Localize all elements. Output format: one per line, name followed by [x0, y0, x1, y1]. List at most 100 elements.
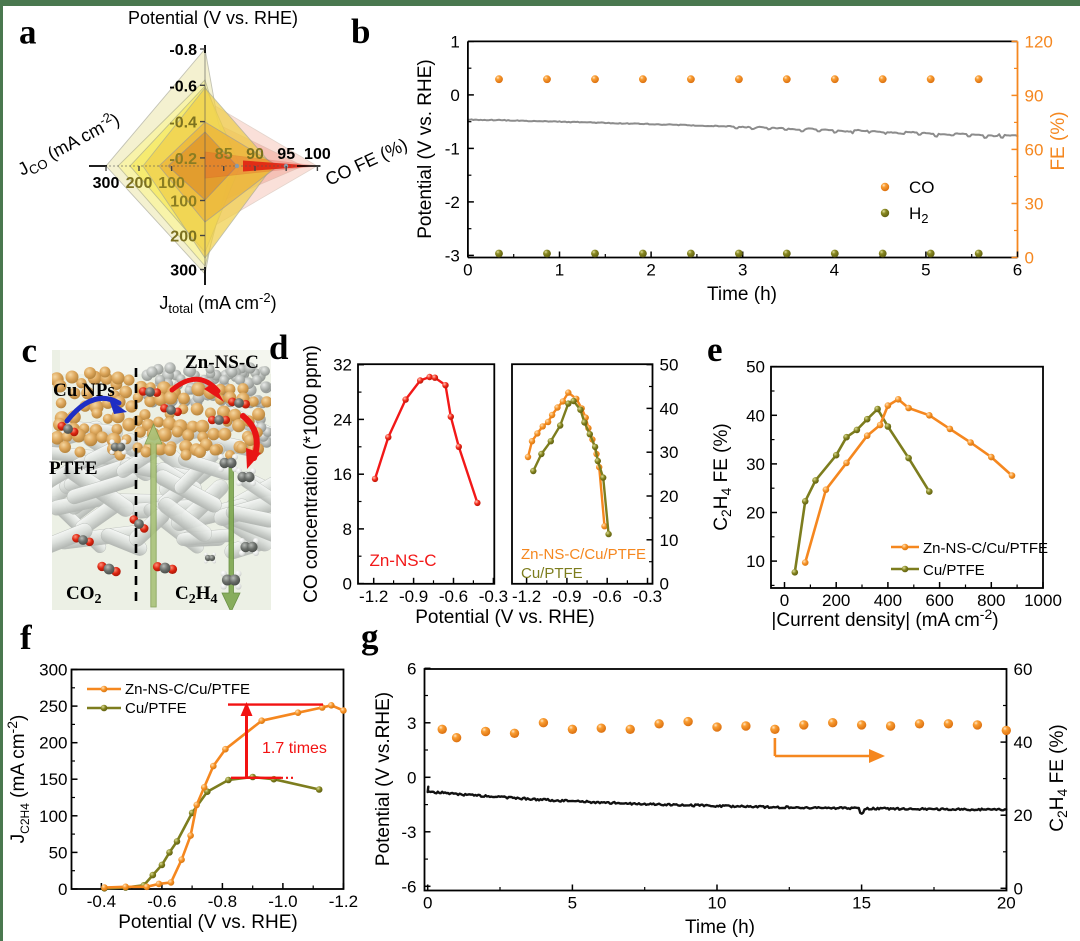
- svg-text:200: 200: [39, 734, 67, 753]
- svg-text:Potential (V vs. RHE): Potential (V vs. RHE): [415, 607, 595, 628]
- svg-text:Potential (V vs. RHE): Potential (V vs. RHE): [415, 59, 436, 239]
- svg-text:32: 32: [333, 356, 352, 375]
- svg-text:250: 250: [39, 697, 67, 716]
- svg-text:0: 0: [780, 591, 789, 610]
- svg-text:10: 10: [660, 531, 679, 550]
- svg-text:20: 20: [660, 487, 679, 506]
- svg-text:4: 4: [830, 261, 839, 280]
- svg-text:400: 400: [874, 591, 902, 610]
- svg-text:3: 3: [407, 714, 416, 733]
- svg-text:1.7 times: 1.7 times: [262, 740, 327, 757]
- svg-text:Jtotal (mA cm-2): Jtotal (mA cm-2): [159, 290, 276, 316]
- svg-text:1: 1: [555, 261, 564, 280]
- svg-text:0: 0: [58, 880, 67, 899]
- svg-text:g: g: [361, 617, 379, 656]
- svg-text:30: 30: [660, 443, 679, 462]
- svg-text:Cu NPs: Cu NPs: [53, 380, 115, 401]
- svg-text:10: 10: [746, 552, 765, 571]
- svg-text:PTFE: PTFE: [49, 458, 98, 479]
- svg-text:90: 90: [246, 146, 264, 163]
- svg-text:Zn-NS-C: Zn-NS-C: [369, 551, 436, 570]
- svg-text:50: 50: [660, 356, 679, 375]
- svg-text:0: 0: [407, 768, 416, 787]
- svg-text:95: 95: [277, 146, 295, 163]
- svg-text:50: 50: [746, 358, 765, 377]
- svg-text:CO FE (%): CO FE (%): [322, 134, 410, 189]
- svg-text:-0.2: -0.2: [169, 151, 197, 168]
- svg-text:Potential (V vs.RHE): Potential (V vs.RHE): [373, 692, 394, 866]
- svg-text:C2H4 FE (%): C2H4 FE (%): [711, 423, 734, 530]
- svg-text:-1: -1: [445, 139, 460, 158]
- svg-text:30: 30: [746, 455, 765, 474]
- svg-text:50: 50: [49, 843, 68, 862]
- svg-text:200: 200: [126, 175, 153, 192]
- svg-text:Zn-NS-C/Cu/PTFE: Zn-NS-C/Cu/PTFE: [521, 546, 646, 563]
- svg-text:CO: CO: [909, 178, 935, 197]
- svg-text:Time (h): Time (h): [685, 917, 755, 938]
- svg-text:5: 5: [921, 261, 930, 280]
- svg-text:-0.3: -0.3: [479, 587, 508, 606]
- svg-text:H2: H2: [909, 204, 929, 226]
- svg-text:|Current density| (mA cm-2): |Current density| (mA cm-2): [771, 606, 998, 631]
- svg-text:300: 300: [170, 263, 197, 280]
- svg-text:90: 90: [1025, 86, 1044, 105]
- svg-text:0: 0: [1014, 879, 1023, 898]
- svg-text:100: 100: [158, 175, 185, 192]
- svg-text:-0.6: -0.6: [593, 587, 622, 606]
- svg-text:20: 20: [997, 894, 1016, 913]
- svg-text:FE (%): FE (%): [1048, 111, 1069, 170]
- svg-text:150: 150: [39, 770, 67, 789]
- svg-text:-2: -2: [445, 193, 460, 212]
- svg-text:0: 0: [423, 894, 432, 913]
- svg-text:5: 5: [568, 894, 577, 913]
- svg-text:Cu/PTFE: Cu/PTFE: [521, 565, 583, 582]
- svg-text:-0.4: -0.4: [87, 892, 116, 911]
- svg-text:16: 16: [333, 465, 352, 484]
- svg-text:-0.9: -0.9: [552, 587, 581, 606]
- svg-text:d: d: [269, 328, 289, 367]
- svg-text:a: a: [19, 13, 37, 52]
- svg-text:C2H4: C2H4: [175, 583, 218, 607]
- svg-text:60: 60: [1014, 660, 1033, 679]
- svg-text:-1.2: -1.2: [329, 892, 358, 911]
- svg-text:300: 300: [39, 661, 67, 680]
- svg-text:0: 0: [343, 575, 352, 594]
- svg-text:-1.2: -1.2: [359, 587, 388, 606]
- svg-text:200: 200: [170, 229, 197, 246]
- svg-text:6: 6: [1013, 261, 1022, 280]
- svg-text:-3: -3: [401, 823, 416, 842]
- svg-text:1: 1: [450, 32, 459, 51]
- svg-text:1000: 1000: [1024, 591, 1062, 610]
- svg-text:c: c: [22, 331, 38, 370]
- svg-text:2: 2: [646, 261, 655, 280]
- svg-text:3: 3: [738, 261, 747, 280]
- svg-text:40: 40: [746, 406, 765, 425]
- svg-text:100: 100: [170, 194, 197, 211]
- svg-text:30: 30: [1025, 195, 1044, 214]
- svg-text:-3: -3: [445, 246, 460, 265]
- svg-text:f: f: [20, 618, 32, 657]
- svg-text:0: 0: [463, 261, 472, 280]
- svg-text:24: 24: [333, 410, 352, 429]
- svg-text:-0.6: -0.6: [169, 78, 197, 95]
- svg-text:20: 20: [1014, 806, 1033, 825]
- svg-text:0: 0: [660, 575, 669, 594]
- svg-text:-0.6: -0.6: [439, 587, 468, 606]
- svg-text:Zn-NS-C/Cu/PTFE: Zn-NS-C/Cu/PTFE: [125, 681, 250, 698]
- svg-text:800: 800: [977, 591, 1005, 610]
- svg-text:-0.3: -0.3: [633, 587, 662, 606]
- svg-text:60: 60: [1025, 140, 1044, 159]
- svg-text:40: 40: [1014, 733, 1033, 752]
- svg-text:0: 0: [450, 86, 459, 105]
- svg-text:Cu/PTFE: Cu/PTFE: [125, 700, 187, 717]
- svg-text:-1.2: -1.2: [512, 587, 541, 606]
- svg-text:-0.6: -0.6: [147, 892, 176, 911]
- svg-text:100: 100: [304, 146, 331, 163]
- svg-text:Time (h): Time (h): [707, 284, 777, 305]
- svg-text:JCO (mA cm-2): JCO (mA cm-2): [13, 107, 124, 183]
- svg-text:C2H4 FE (%): C2H4 FE (%): [1047, 724, 1070, 831]
- svg-text:-6: -6: [401, 877, 416, 896]
- svg-text:0: 0: [1025, 249, 1034, 268]
- svg-text:600: 600: [925, 591, 953, 610]
- svg-text:Potential (V vs. RHE): Potential (V vs. RHE): [128, 8, 298, 28]
